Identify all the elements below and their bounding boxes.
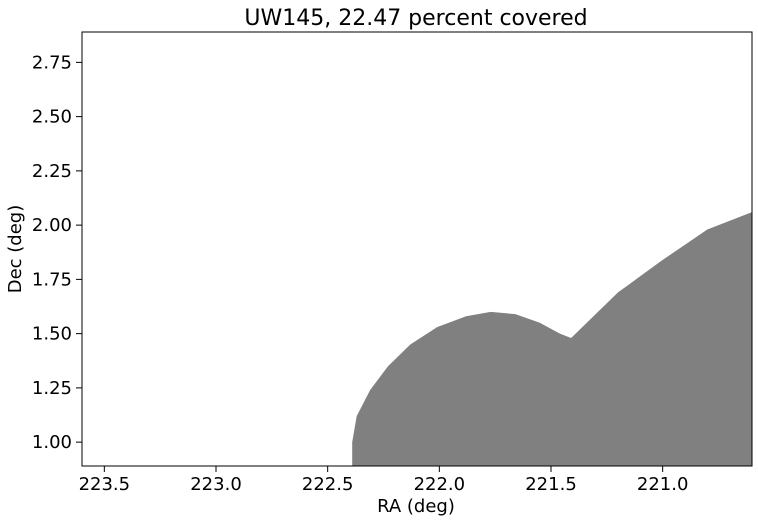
chart-title: UW145, 22.47 percent covered — [244, 6, 587, 31]
y-tick-label: 1.25 — [32, 378, 72, 399]
y-tick-label: 2.25 — [32, 161, 72, 182]
y-tick-label: 1.50 — [32, 324, 72, 345]
x-tick-label: 222.5 — [302, 474, 354, 495]
y-axis: 1.00 1.25 1.50 1.75 2.00 2.25 2.50 2.75 — [32, 52, 82, 453]
y-tick-label: 1.75 — [32, 269, 72, 290]
plot-frame — [81, 31, 753, 467]
y-axis-label: Dec (deg) — [5, 205, 26, 294]
x-axis-label: RA (deg) — [377, 496, 455, 517]
y-tick-label: 2.75 — [32, 52, 72, 73]
y-tick-label: 2.50 — [32, 107, 72, 128]
x-tick-label: 223.5 — [79, 474, 131, 495]
x-axis: 223.5 223.0 222.5 222.0 221.5 221.0 — [79, 466, 689, 495]
x-tick-label: 221.0 — [637, 474, 689, 495]
x-tick-label: 221.5 — [525, 474, 577, 495]
x-tick-label: 222.0 — [414, 474, 466, 495]
y-tick-label: 1.00 — [32, 432, 72, 453]
plot-area — [352, 212, 752, 466]
covered-region — [352, 212, 752, 466]
x-tick-label: 223.0 — [190, 474, 242, 495]
y-tick-label: 2.00 — [32, 215, 72, 236]
